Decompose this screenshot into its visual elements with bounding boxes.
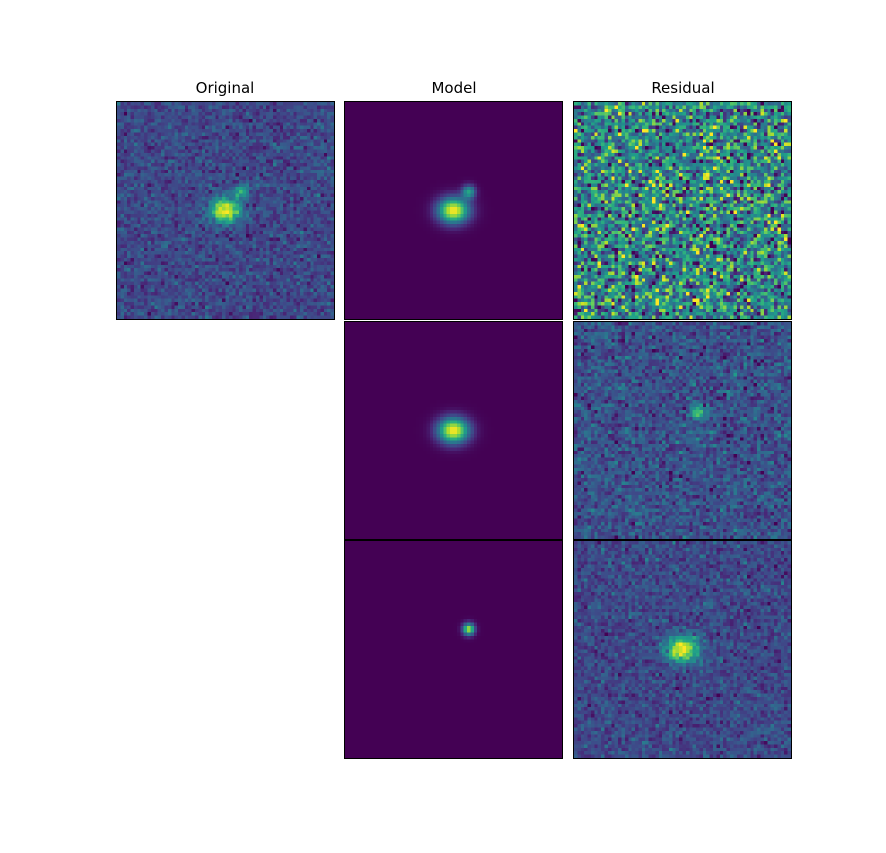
original-panel <box>116 101 335 320</box>
model-panel-1 <box>344 101 563 320</box>
residual-image-2 <box>574 322 791 539</box>
model-panel-2 <box>344 321 563 540</box>
column-title-original: Original <box>195 79 255 97</box>
residual-panel-3 <box>573 540 792 759</box>
column-title-model: Model <box>431 79 477 97</box>
model-image-1 <box>345 102 562 319</box>
column-title-residual: Residual <box>651 79 715 97</box>
original-image <box>117 102 334 319</box>
model-image-3 <box>345 541 562 758</box>
residual-panel-1 <box>573 101 792 320</box>
residual-image-1 <box>574 102 791 319</box>
model-panel-3 <box>344 540 563 759</box>
model-image-2 <box>345 322 562 539</box>
residual-panel-2 <box>573 321 792 540</box>
residual-image-3 <box>574 541 791 758</box>
